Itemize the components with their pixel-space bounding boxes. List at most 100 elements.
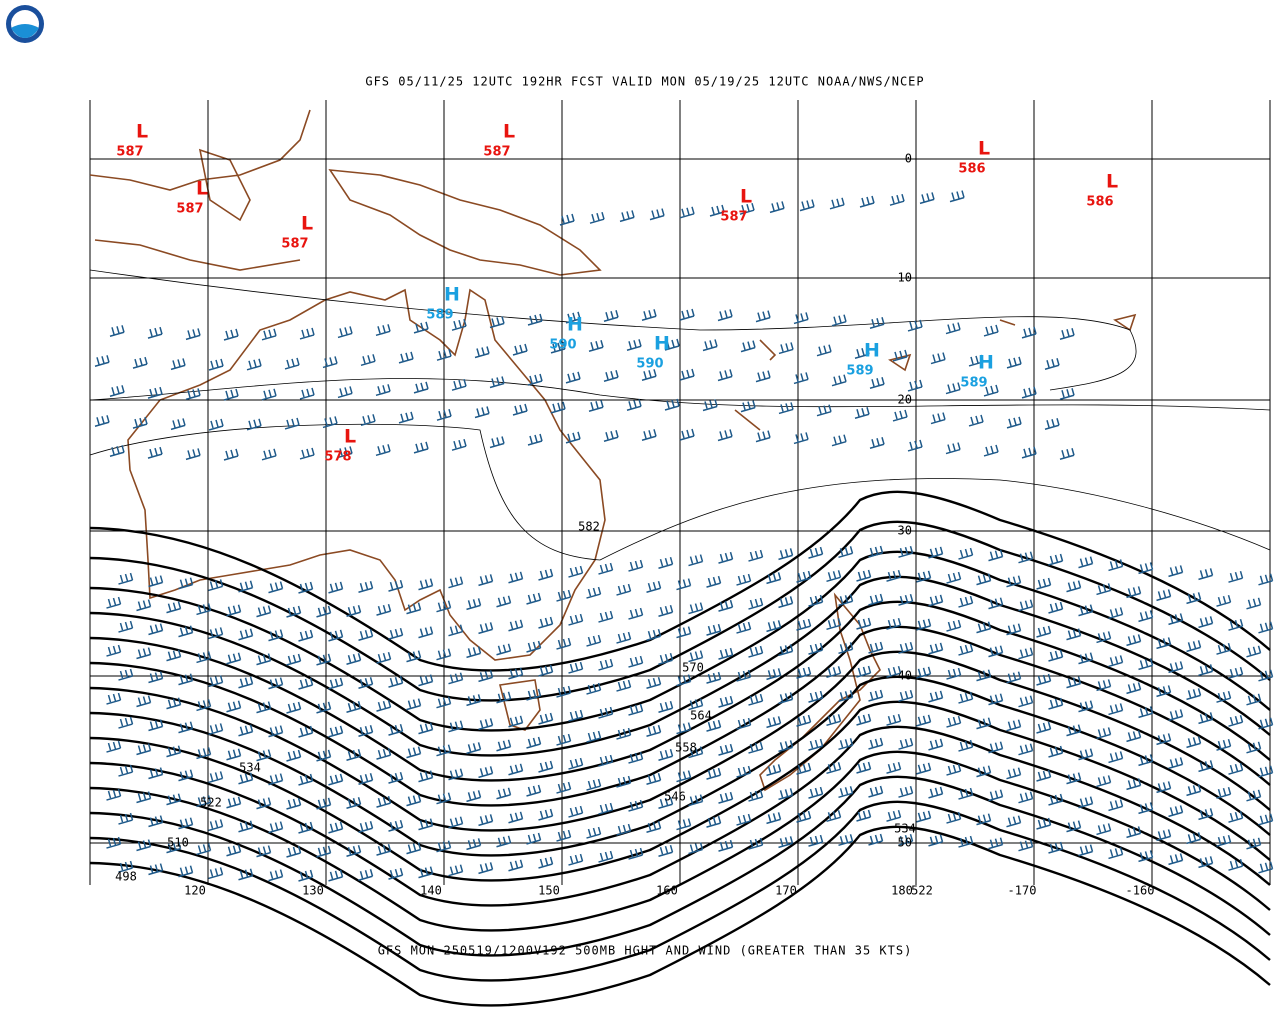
wind-barb: [739, 202, 755, 215]
wind-barb: [478, 622, 494, 635]
wind-barb: [328, 629, 344, 642]
wind-barb: [148, 815, 164, 828]
wind-barb: [376, 795, 392, 808]
wind-barb: [1198, 712, 1214, 725]
wind-barb: [298, 677, 314, 690]
wind-barb: [178, 769, 194, 782]
wind-barb: [376, 603, 392, 616]
wind-barb: [337, 446, 353, 459]
pressure-value: 587: [176, 202, 203, 217]
wind-barb: [946, 619, 962, 632]
wind-barb: [854, 347, 870, 359]
wind-barb: [1198, 856, 1214, 869]
wind-barb: [406, 746, 422, 759]
wind-barb: [568, 613, 584, 626]
wind-barb: [436, 600, 452, 613]
wind-barb: [1246, 597, 1262, 610]
wind-barb: [1006, 815, 1022, 828]
wind-barb: [983, 444, 999, 457]
wind-barb: [1006, 719, 1022, 732]
wind-barb: [328, 725, 344, 738]
pressure-symbol: H: [567, 314, 583, 336]
wind-barb: [769, 201, 785, 214]
wind-barb: [1126, 826, 1142, 839]
wind-barb: [856, 665, 872, 678]
wind-barb: [1168, 757, 1184, 770]
wind-barb: [808, 642, 824, 655]
wind-barb: [748, 597, 764, 610]
latitude-label: -10: [890, 271, 912, 285]
wind-barb: [388, 867, 404, 880]
wind-barb: [178, 721, 194, 734]
wind-barb: [261, 448, 277, 461]
wind-barb: [106, 644, 122, 657]
wind-barb: [826, 618, 842, 631]
wind-barb: [256, 605, 272, 618]
wind-barb: [868, 689, 884, 702]
wind-barb: [388, 819, 404, 832]
wind-barb: [1036, 721, 1052, 734]
wind-barb: [778, 548, 794, 561]
wind-barb: [1036, 577, 1052, 590]
wind-barb: [526, 592, 542, 605]
wind-barb: [1258, 669, 1274, 682]
wind-barb: [226, 604, 242, 617]
wind-barb: [538, 808, 554, 821]
wind-barb: [856, 569, 872, 582]
wind-barb: [766, 764, 782, 777]
wind-barb: [268, 581, 284, 594]
wind-barb: [1108, 703, 1124, 716]
wind-barb: [508, 811, 524, 824]
wind-barb: [478, 670, 494, 683]
wind-barb: [717, 429, 733, 442]
pressure-value: 589: [846, 364, 873, 379]
wind-barb: [1156, 589, 1172, 602]
wind-barb: [238, 772, 254, 785]
wind-barb: [856, 713, 872, 726]
contour-label: 570: [682, 661, 704, 675]
wind-barb: [489, 436, 505, 449]
wind-barb: [808, 690, 824, 703]
wind-barb: [118, 860, 134, 873]
wind-barb: [898, 593, 914, 606]
wind-barb: [448, 864, 464, 877]
wind-barb: [178, 673, 194, 686]
pressure-value: 590: [636, 357, 663, 372]
wind-barb: [958, 643, 974, 656]
wind-barb: [436, 744, 452, 757]
wind-barb: [208, 675, 224, 688]
wind-barb: [147, 326, 163, 339]
wind-barb: [1059, 328, 1075, 340]
wind-barb: [1138, 706, 1154, 719]
wind-barb: [1186, 832, 1202, 845]
pressure-symbol: H: [654, 333, 670, 355]
new-guinea-coast: [328, 169, 602, 276]
wind-barb: [688, 746, 704, 759]
wind-barb: [346, 749, 362, 761]
wind-barb: [316, 605, 332, 618]
wind-barb: [406, 602, 422, 615]
wind-barb: [1096, 679, 1112, 692]
wind-barb: [166, 697, 182, 710]
wind-barb: [1228, 666, 1244, 679]
wind-barb: [170, 418, 186, 431]
wind-barb: [831, 314, 847, 327]
wind-barb: [646, 677, 662, 689]
wind-barb: [208, 819, 224, 832]
wind-barb: [886, 617, 902, 630]
wind-barb: [178, 817, 194, 830]
wind-barb: [838, 546, 854, 559]
pacific-islands-coast: [734, 313, 1137, 431]
wind-barb: [508, 619, 524, 632]
wind-barb: [298, 629, 314, 642]
wind-barb: [988, 645, 1004, 658]
wind-barb: [466, 838, 482, 851]
wind-barb: [1078, 556, 1094, 569]
wind-barb: [586, 682, 602, 695]
wind-barb: [136, 839, 152, 852]
wind-barb: [185, 448, 201, 461]
pressure-symbol: H: [978, 352, 994, 374]
wind-barb: [658, 845, 674, 857]
wind-barb: [778, 402, 794, 415]
wind-barb: [1198, 664, 1214, 677]
